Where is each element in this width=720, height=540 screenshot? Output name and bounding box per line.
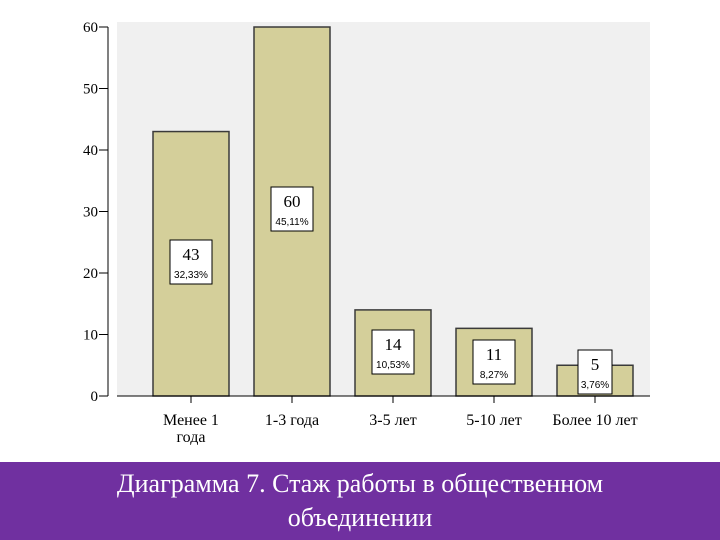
y-tick-label: 10 xyxy=(83,328,98,344)
data-label-percent: 8,27% xyxy=(480,370,508,381)
x-tick-label: Менее 1 xyxy=(163,412,219,429)
data-label-box xyxy=(270,186,314,232)
x-tick-label: 5-10 лет xyxy=(466,412,521,429)
y-tick-label: 40 xyxy=(83,143,98,159)
x-tick-label: 3-5 лет xyxy=(369,412,416,429)
y-tick-label: 50 xyxy=(83,82,98,98)
x-tick-label: года xyxy=(177,429,206,446)
caption-bar: Диаграмма 7. Стаж работы в общественном … xyxy=(0,462,720,540)
data-label-box xyxy=(371,329,415,375)
x-tick-label: Более 10 лет xyxy=(552,412,637,429)
data-label-value: 14 xyxy=(385,335,403,354)
y-tick-label: 30 xyxy=(83,205,98,221)
bars: 43 32,33% 60 45,11% 14 10,53% 11 8,27% 5 3,76% xyxy=(152,26,634,397)
data-label-value: 43 xyxy=(183,245,200,264)
data-label-box xyxy=(577,349,613,395)
data-label-percent: 10,53% xyxy=(376,360,410,371)
y-axis: 0 10 20 30 40 50 60 xyxy=(83,20,109,405)
data-label-percent: 45,11% xyxy=(275,217,308,228)
data-label-percent: 32,33% xyxy=(174,270,208,281)
y-tick-label: 20 xyxy=(83,266,98,282)
y-tick-label: 0 xyxy=(91,389,99,405)
data-label-box xyxy=(169,239,213,285)
bar-chart: 0 10 20 30 40 50 60 43 32,33% 60 45,11% 14 10,53% 11… xyxy=(83,20,650,446)
x-tick-label: 1-3 года xyxy=(265,412,319,429)
chart-caption: Диаграмма 7. Стаж работы в общественном … xyxy=(116,469,604,532)
data-label-box xyxy=(472,339,516,385)
data-label-value: 11 xyxy=(486,345,502,364)
data-label-value: 60 xyxy=(284,192,301,211)
data-label-percent: 3,76% xyxy=(581,380,609,391)
y-tick-label: 60 xyxy=(83,20,98,36)
data-label-value: 5 xyxy=(591,355,600,374)
